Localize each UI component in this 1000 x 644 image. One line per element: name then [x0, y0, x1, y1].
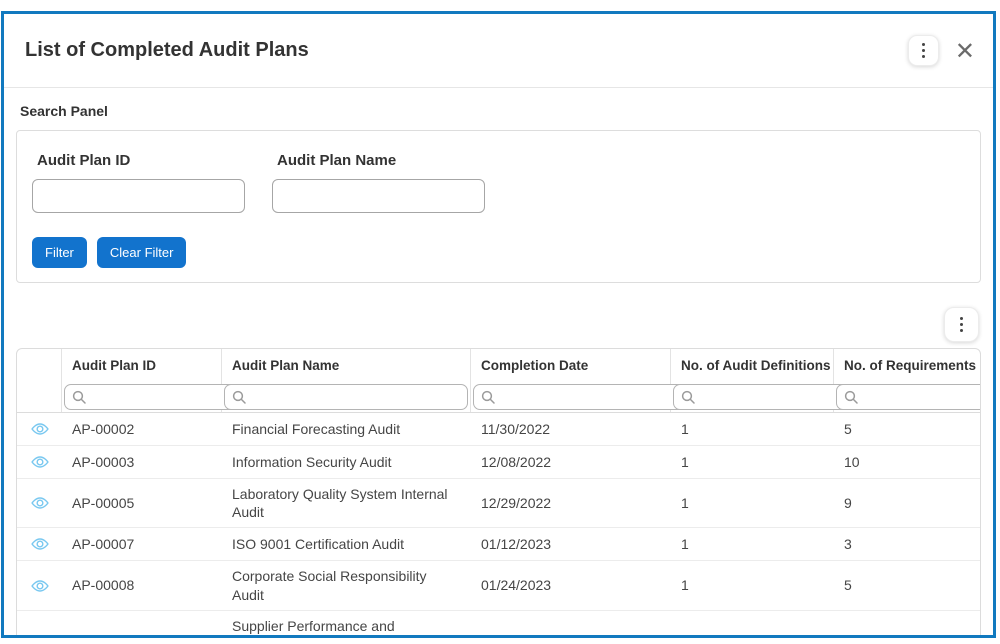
cell-audit-plan-name: Financial Forecasting Audit [232, 420, 401, 437]
clear-filter-button[interactable]: Clear Filter [96, 237, 187, 268]
column-header-no-of-requirements[interactable]: No. of Requirements [844, 358, 977, 373]
cell-completion-date: 01/24/2023 [481, 577, 552, 594]
search-panel-heading: Search Panel [20, 103, 108, 119]
table-header-row: Audit Plan ID Audit Plan Name Completion… [17, 349, 980, 382]
search-icon [481, 390, 495, 404]
audit-plan-id-label: Audit Plan ID [37, 152, 131, 169]
cell-no-of-audit-definitions: 1 [681, 495, 689, 512]
view-row-button[interactable] [28, 534, 52, 554]
view-row-button[interactable] [28, 576, 52, 596]
view-row-button[interactable] [28, 452, 52, 472]
column-header-audit-plan-id[interactable]: Audit Plan ID [62, 349, 222, 382]
cell-audit-plan-id: AP-00009 [62, 629, 222, 635]
cell-no-of-audit-definitions: 1 [681, 453, 689, 470]
filter-audit-plan-id-input[interactable] [91, 389, 267, 405]
cell-no-of-requirements: 9 [844, 495, 852, 512]
filter-no-of-requirements[interactable] [836, 384, 980, 410]
eye-icon [30, 497, 49, 509]
grid-kebab-menu-button[interactable] [944, 307, 979, 342]
filter-cell-actions [17, 382, 62, 412]
filter-button[interactable]: Filter [32, 237, 87, 268]
column-header-audit-plan-name[interactable]: Audit Plan Name [222, 349, 471, 382]
kebab-icon [960, 317, 963, 320]
table-row: AP-00009 Supplier Performance and Compli… [17, 611, 980, 635]
cell-completion-date: 11/30/2022 [481, 420, 551, 437]
search-fields-row: Audit Plan ID Audit Plan Name [32, 152, 965, 213]
audit-plan-name-input[interactable] [272, 179, 485, 213]
filter-no-of-requirements-input[interactable] [863, 389, 980, 405]
eye-icon [30, 538, 49, 551]
cell-audit-plan-name: Information Security Audit [232, 453, 392, 470]
audit-plan-name-field-group: Audit Plan Name [272, 152, 485, 213]
column-header-completion-date[interactable]: Completion Date [471, 349, 671, 382]
cell-audit-plan-name: Corporate Social Responsibility Audit [232, 568, 427, 603]
cell-audit-plan-name: Supplier Performance and Compliance Audi… [232, 617, 395, 634]
cell-completion-date: 01/12/2023 [481, 536, 552, 553]
search-buttons-row: Filter Clear Filter [32, 237, 965, 268]
cell-audit-plan-id: AP-00008 [72, 577, 135, 594]
filter-completion-date-input[interactable] [500, 389, 676, 405]
cell-no-of-requirements: 5 [844, 420, 852, 437]
column-header-no-of-audit-definitions[interactable]: No. of Audit Definitions [671, 349, 834, 382]
table-row: AP-00007 ISO 9001 Certification Audit 01… [17, 528, 980, 562]
cell-no-of-audit-definitions: 1 [681, 536, 689, 553]
filter-audit-plan-name-input[interactable] [251, 389, 460, 405]
eye-icon [30, 579, 49, 592]
cell-audit-plan-name: ISO 9001 Certification Audit [232, 536, 404, 553]
table-row: AP-00003 Information Security Audit 12/0… [17, 446, 980, 479]
column-header-actions [17, 349, 62, 382]
dialog-header: List of Completed Audit Plans ✕ [4, 14, 993, 88]
search-panel: Audit Plan ID Audit Plan Name Filter Cle… [16, 130, 981, 283]
cell-audit-plan-name: Laboratory Quality System Internal Audit [232, 486, 448, 521]
cell-no-of-audit-definitions: 1 [681, 577, 689, 594]
completed-audit-plans-dialog: List of Completed Audit Plans ✕ Search P… [1, 11, 996, 638]
page-title: List of Completed Audit Plans [25, 39, 309, 61]
cell-no-of-requirements: 10 [844, 453, 860, 470]
search-icon [232, 390, 246, 404]
cell-no-of-audit-definitions: 1 [681, 420, 689, 437]
audit-plan-name-label: Audit Plan Name [277, 152, 397, 169]
search-icon [72, 390, 86, 404]
filter-no-of-audit-definitions-input[interactable] [700, 389, 876, 405]
cell-audit-plan-id: AP-00007 [72, 536, 135, 553]
table-row: AP-00002 Financial Forecasting Audit 11/… [17, 413, 980, 446]
cell-no-of-requirements: 3 [834, 629, 980, 635]
cell-audit-plan-id: AP-00005 [72, 495, 135, 512]
audit-plan-id-input[interactable] [32, 179, 245, 213]
cell-audit-plan-id: AP-00003 [72, 453, 135, 470]
table-row: AP-00008 Corporate Social Responsibility… [17, 561, 980, 611]
cell-audit-plan-id: AP-00002 [72, 420, 135, 437]
cell-no-of-requirements: 5 [844, 577, 852, 594]
cell-completion-date: 12/29/2022 [481, 495, 552, 512]
view-row-button[interactable] [28, 493, 52, 513]
audit-plans-table: Audit Plan ID Audit Plan Name Completion… [16, 348, 981, 635]
cell-completion-date: 02/08/2023 [471, 629, 671, 635]
view-row-button[interactable] [28, 419, 52, 439]
cell-completion-date: 12/08/2022 [481, 453, 552, 470]
header-kebab-menu-button[interactable] [907, 35, 939, 66]
filter-completion-date[interactable] [473, 384, 703, 410]
dialog-body: Search Panel Audit Plan ID Audit Plan Na… [4, 88, 993, 635]
search-icon [844, 390, 858, 404]
view-row-button[interactable] [28, 634, 52, 635]
filter-audit-plan-name[interactable] [224, 384, 468, 410]
eye-icon [30, 456, 49, 468]
kebab-icon [921, 43, 925, 46]
table-row: AP-00005 Laboratory Quality System Inter… [17, 479, 980, 529]
table-filter-row [17, 382, 980, 413]
grid-toolbar [16, 307, 979, 342]
search-icon [681, 390, 695, 404]
audit-plan-id-field-group: Audit Plan ID [32, 152, 245, 213]
cell-no-of-audit-definitions: 1 [671, 629, 834, 635]
eye-icon [30, 423, 49, 435]
close-icon[interactable]: ✕ [954, 36, 975, 65]
cell-no-of-requirements: 3 [844, 536, 852, 553]
